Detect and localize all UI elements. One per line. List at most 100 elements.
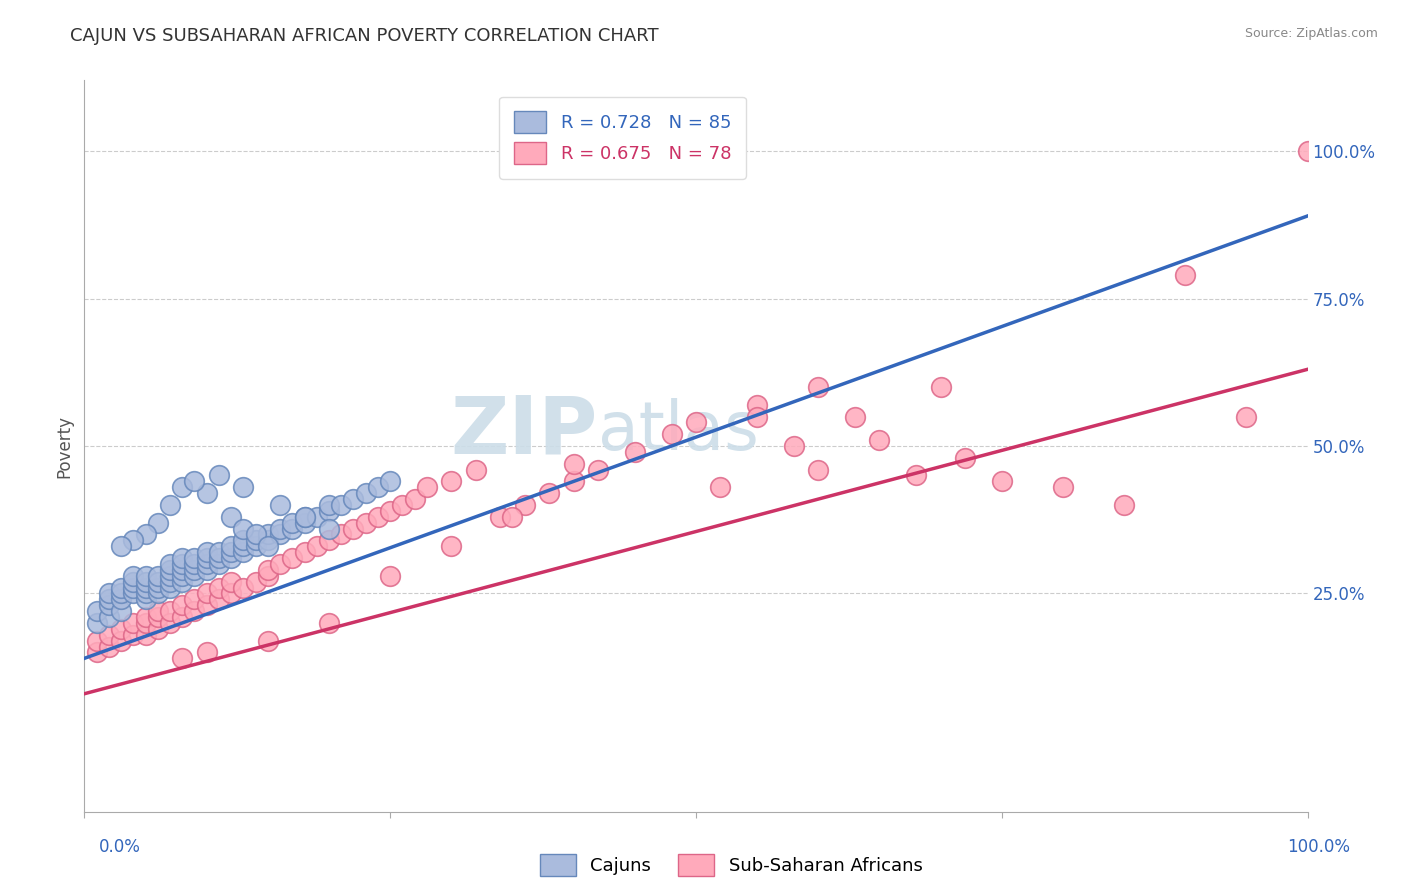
Point (342, 522, 364, 536)
Point (1236, 409, 1258, 424)
Point (135, 615, 157, 630)
Point (513, 498, 536, 512)
Point (354, 486, 377, 500)
Point (440, 475, 463, 489)
Point (86, 615, 108, 630)
Point (232, 533, 254, 548)
Point (86, 604, 108, 618)
Point (354, 516, 377, 530)
Point (562, 475, 585, 489)
Point (330, 498, 353, 512)
Point (219, 545, 242, 559)
Point (330, 527, 353, 541)
Point (159, 498, 181, 512)
Point (97, 628, 120, 642)
Point (110, 622, 132, 636)
Point (195, 645, 218, 659)
Point (183, 475, 205, 489)
Point (172, 599, 194, 613)
Point (685, 416, 707, 430)
Point (380, 568, 402, 582)
Point (489, 509, 512, 524)
Point (318, 504, 340, 518)
Point (367, 509, 389, 524)
Point (380, 504, 402, 518)
Point (208, 581, 231, 595)
Point (245, 539, 267, 553)
Point (257, 539, 280, 553)
Point (183, 551, 205, 566)
Point (122, 568, 145, 582)
Point (1174, 268, 1197, 282)
Point (807, 380, 830, 394)
Point (135, 574, 157, 589)
Point (257, 533, 280, 548)
Point (416, 480, 439, 494)
Point (172, 551, 194, 566)
Point (195, 563, 218, 577)
Point (294, 509, 316, 524)
Text: atlas: atlas (598, 399, 759, 465)
Point (219, 586, 242, 600)
Point (208, 551, 231, 566)
Point (624, 445, 647, 459)
Text: ZIP: ZIP (451, 392, 598, 470)
Point (146, 586, 169, 600)
Point (844, 409, 866, 424)
Point (183, 604, 205, 618)
Point (146, 574, 169, 589)
Point (97, 592, 120, 607)
Point (281, 551, 304, 566)
Point (305, 509, 328, 524)
Point (905, 468, 928, 483)
Point (86, 645, 108, 659)
Point (869, 433, 891, 447)
Point (318, 533, 340, 548)
Point (464, 462, 486, 476)
Point (232, 545, 254, 559)
Text: 0.0%: 0.0% (98, 838, 141, 856)
Point (172, 557, 194, 571)
Text: 100.0%: 100.0% (1286, 838, 1350, 856)
Point (146, 622, 169, 636)
Point (183, 563, 205, 577)
Point (232, 522, 254, 536)
Point (159, 574, 181, 589)
Point (783, 439, 806, 453)
Point (245, 574, 267, 589)
Point (208, 545, 231, 559)
Point (110, 633, 132, 648)
Point (342, 492, 364, 507)
Point (135, 628, 157, 642)
Point (195, 486, 218, 500)
Point (208, 592, 231, 607)
Y-axis label: Poverty: Poverty (55, 415, 73, 477)
Point (159, 615, 181, 630)
Point (97, 599, 120, 613)
Point (146, 568, 169, 582)
Point (146, 604, 169, 618)
Point (391, 498, 413, 512)
Point (232, 480, 254, 494)
Point (97, 610, 120, 624)
Point (135, 592, 157, 607)
Point (122, 615, 145, 630)
Point (146, 581, 169, 595)
Point (1296, 144, 1319, 158)
Point (245, 533, 267, 548)
Point (294, 545, 316, 559)
Point (172, 563, 194, 577)
Point (294, 516, 316, 530)
Point (135, 527, 157, 541)
Legend: R = 0.728   N = 85, R = 0.675   N = 78: R = 0.728 N = 85, R = 0.675 N = 78 (499, 96, 745, 178)
Point (172, 574, 194, 589)
Point (219, 539, 242, 553)
Point (380, 475, 402, 489)
Point (195, 557, 218, 571)
Point (122, 533, 145, 548)
Point (159, 568, 181, 582)
Point (991, 475, 1014, 489)
Point (269, 498, 291, 512)
Text: CAJUN VS SUBSAHARAN AFRICAN POVERTY CORRELATION CHART: CAJUN VS SUBSAHARAN AFRICAN POVERTY CORR… (70, 27, 659, 45)
Point (208, 468, 231, 483)
